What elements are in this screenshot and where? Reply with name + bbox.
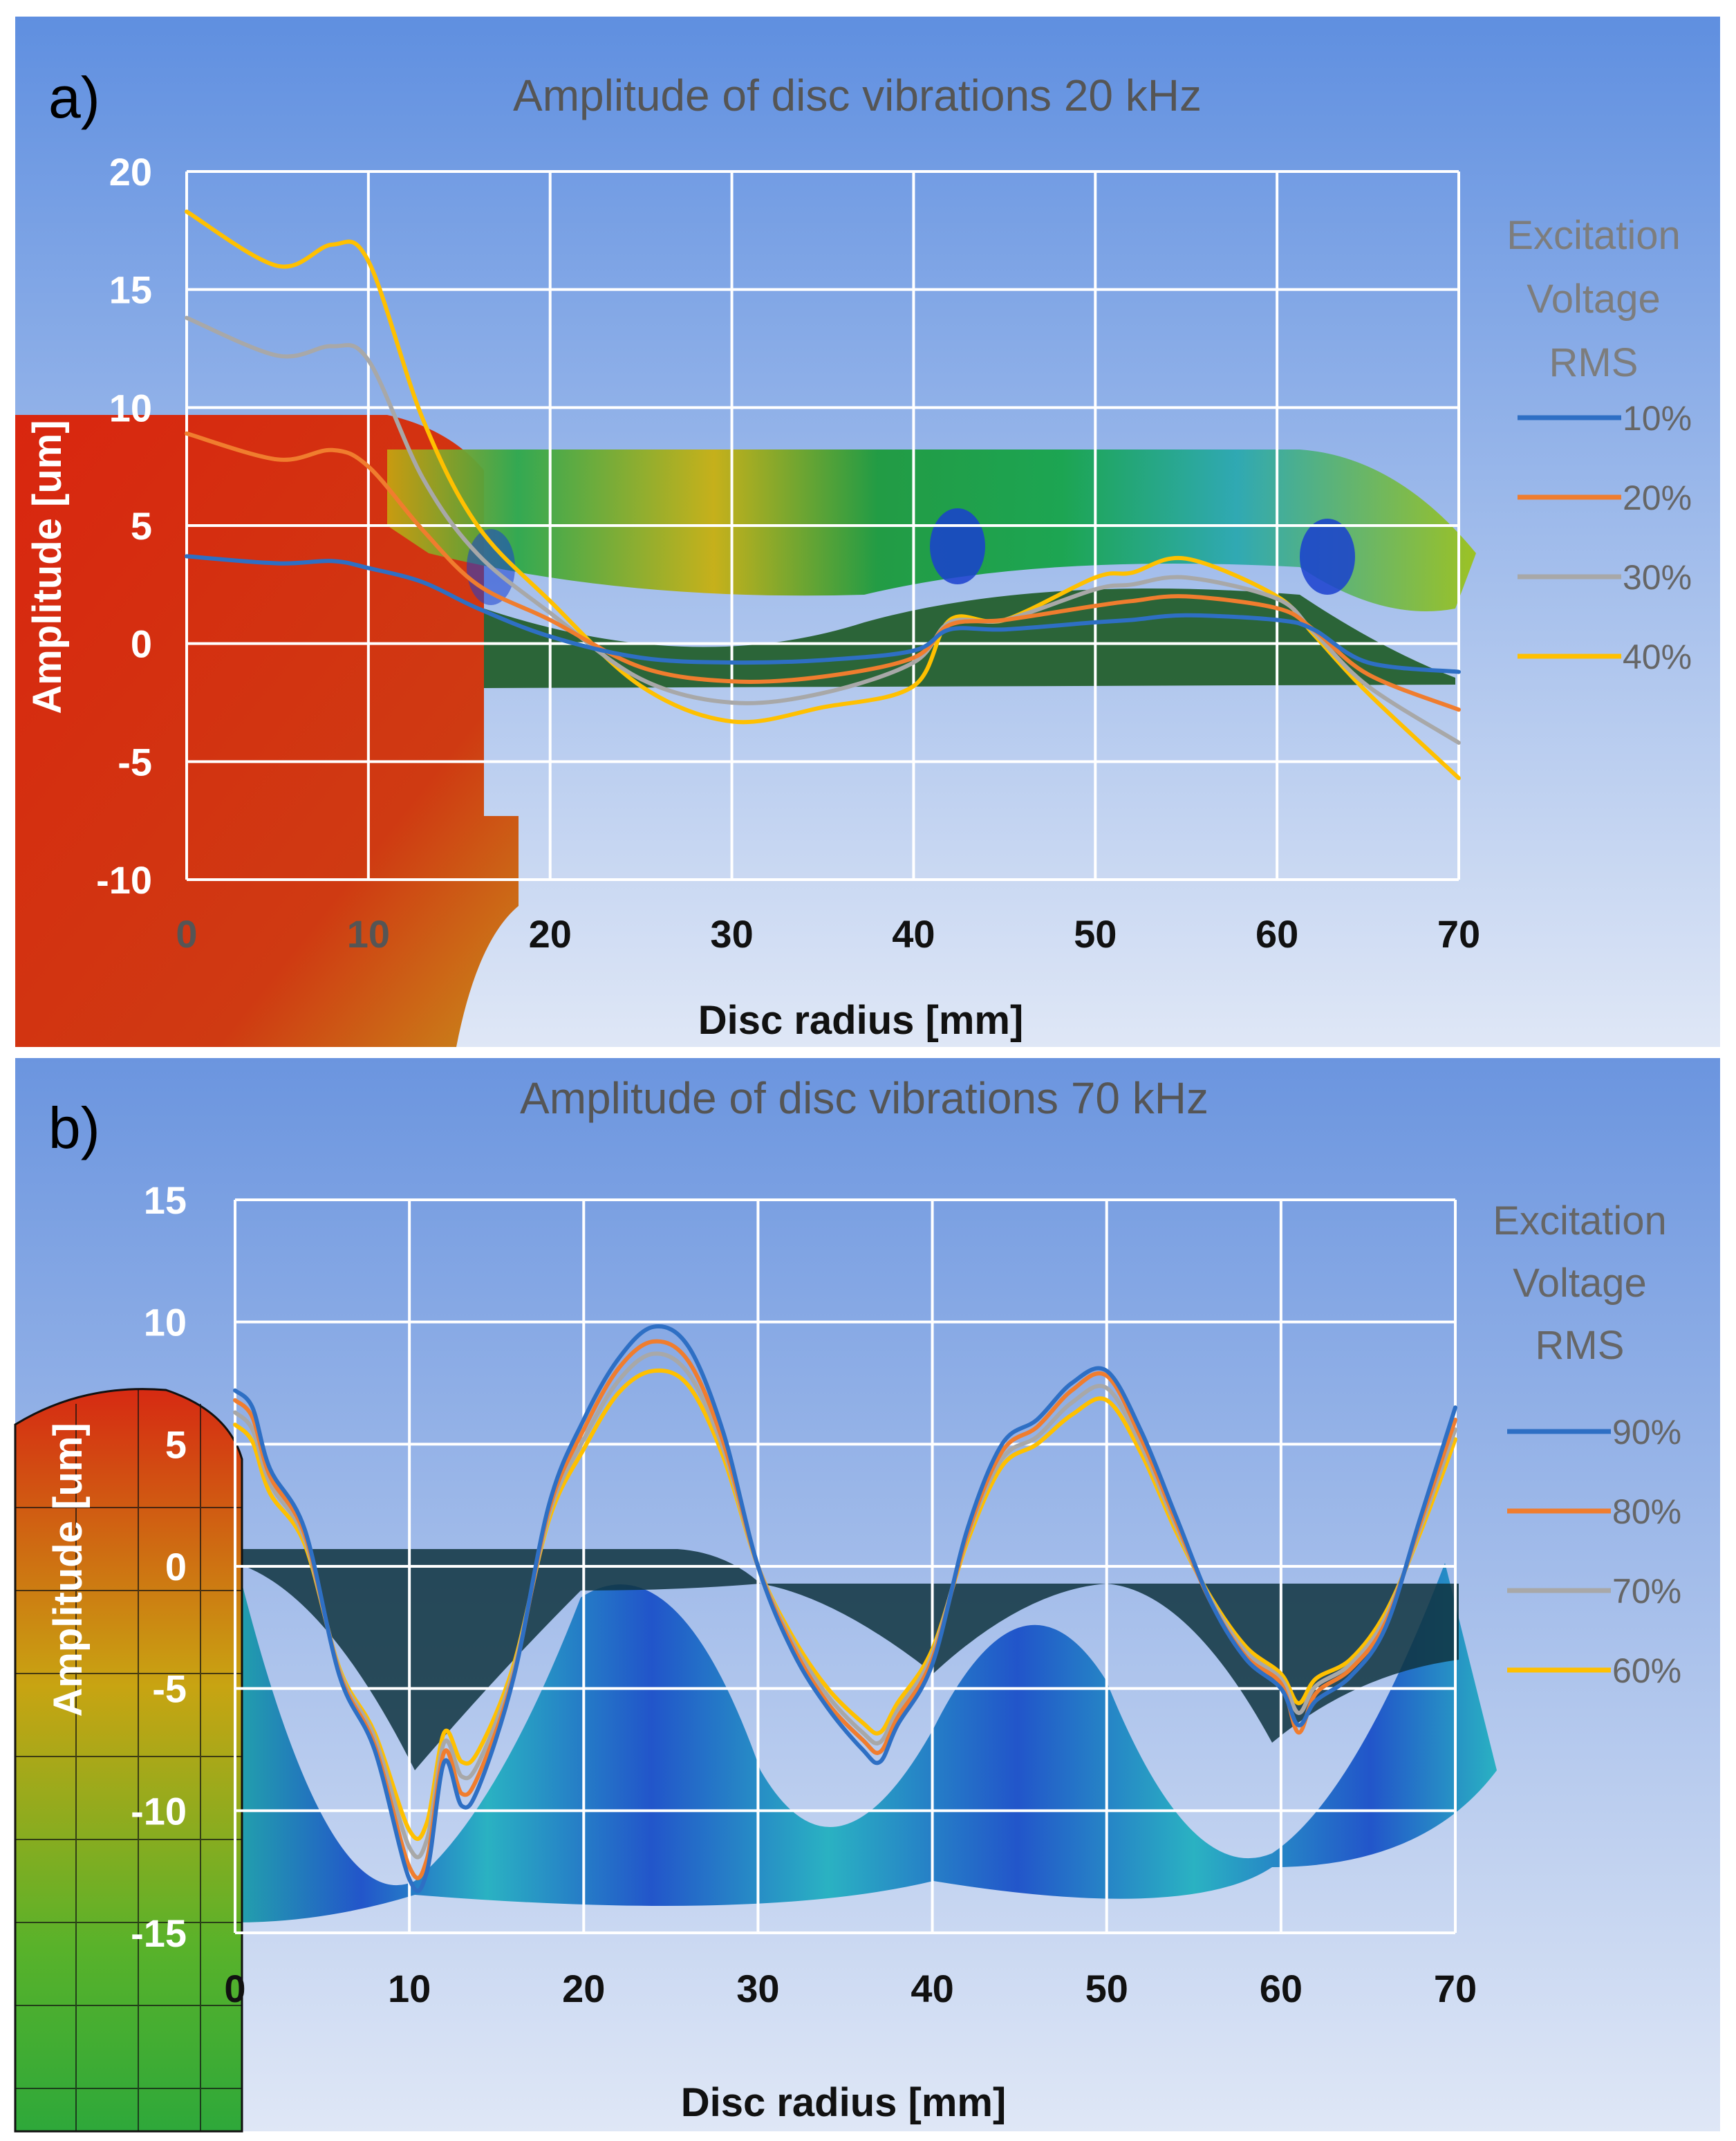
panel-b: b) Amplitude of disc vibrations 70 kHz 0…: [14, 1058, 1720, 2133]
panel-b-ylabel: Amplitude [um]: [46, 1422, 91, 1716]
panel-b-series-line-70pct: [233, 1351, 1457, 1860]
panel-b-legend-entries: 90% 80% 70% 60%: [1507, 1413, 1681, 1690]
panel-b-ytick-label-2: -5: [152, 1667, 187, 1711]
panel-a-ytick-label-3: 5: [131, 504, 152, 548]
panel-a-label: a): [48, 65, 100, 130]
panel-b-ytick-label-5: 10: [144, 1301, 187, 1344]
panel-a-xtick-label-3: 30: [710, 912, 753, 956]
panel-a-series-line-40pct: [185, 210, 1461, 781]
panel-b-legend-title-1: Excitation: [1493, 1198, 1666, 1243]
panel-a-xtick-label-6: 60: [1256, 912, 1298, 956]
panel-b-label: b): [48, 1095, 100, 1160]
panel-b-fem-wave-back: [235, 1549, 1459, 1770]
panel-a-xtick-label-1: 10: [347, 912, 390, 956]
panel-a-legend-title-1: Excitation: [1506, 213, 1680, 258]
panel-a-fem-disc-top: [387, 449, 1476, 611]
panel-b-xlabel: Disc radius [mm]: [681, 2080, 1007, 2125]
panel-a-plot: 0 10 20 30 40 50 60 70 -10 -5 0 5 10 15 20: [96, 150, 1480, 956]
panel-a-series-line-10pct: [185, 554, 1461, 674]
panel-a-series-line-30pct: [185, 315, 1461, 745]
panel-b-title: Amplitude of disc vibrations 70 kHz: [520, 1073, 1208, 1123]
panel-b-xtick-label-0: 0: [224, 1967, 245, 2010]
panel-a-legend-entries: 10% 20% 30% 40%: [1518, 399, 1692, 676]
panel-b-xtick-label-3: 30: [736, 1967, 779, 2010]
panel-a-fem-node-2: [1300, 519, 1355, 595]
panel-b-legend: Excitation Voltage RMS 90% 80% 70% 60%: [1493, 1198, 1681, 1690]
panel-b-legend-title-3: RMS: [1536, 1323, 1625, 1368]
panel-a-ytick-label-1: -5: [118, 740, 152, 784]
panel-a-xtick-label-2: 20: [529, 912, 572, 956]
panel-b-plot: 0 10 20 30 40 50 60 70 -15 -10 -5 0 5 10 15: [131, 1178, 1477, 2010]
panel-a-xtick-label-0: 0: [176, 912, 197, 956]
panel-a-xtick-label-5: 50: [1074, 912, 1117, 956]
panel-b-xtick-label-6: 60: [1260, 1967, 1303, 2010]
panel-b-xtick-label-2: 20: [562, 1967, 605, 2010]
panel-a-series-line-20pct: [185, 431, 1461, 712]
panel-b-fem-wave-top: [235, 1556, 1497, 1922]
panel-b-xtick-label-7: 70: [1434, 1967, 1477, 2010]
panel-a-legend-label-2: 30%: [1623, 558, 1692, 597]
panel-b-xtick-label-4: 40: [911, 1967, 953, 2010]
panel-b-ytick-label-0: -15: [131, 1911, 187, 1955]
panel-b-ytick-label-1: -10: [131, 1789, 187, 1833]
panel-b-legend-label-3: 60%: [1612, 1651, 1681, 1690]
panel-a: a) Amplitude of disc vibrations 20 kHz 0…: [15, 17, 1720, 1047]
panel-a-xtick-label-7: 70: [1437, 912, 1480, 956]
panel-a-xlabel: Disc radius [mm]: [698, 998, 1024, 1043]
panel-b-legend-label-2: 70%: [1612, 1572, 1681, 1611]
panel-a-legend-title-2: Voltage: [1527, 277, 1661, 322]
panel-a-title: Amplitude of disc vibrations 20 kHz: [513, 71, 1202, 120]
panel-a-legend-label-1: 20%: [1623, 479, 1692, 517]
panel-b-series-line-90pct: [233, 1324, 1457, 1893]
panel-b-xtick-label-1: 10: [388, 1967, 431, 2010]
panel-b-ytick-label-4: 5: [165, 1422, 187, 1466]
panel-b-xtick-label-5: 50: [1085, 1967, 1128, 2010]
panel-a-legend-label-3: 40%: [1623, 638, 1692, 676]
panel-a-ytick-label-6: 20: [109, 150, 152, 194]
panel-a-ytick-label-4: 10: [109, 386, 152, 429]
panel-b-series-line-60pct: [233, 1368, 1457, 1842]
panel-a-ytick-label-2: 0: [131, 622, 152, 666]
panel-a-legend-title-3: RMS: [1549, 340, 1639, 385]
panel-b-fem-mesh: [15, 1390, 242, 2131]
panel-b-legend-label-0: 90%: [1612, 1413, 1681, 1452]
panel-a-legend-label-0: 10%: [1623, 399, 1692, 438]
panel-a-ytick-label-5: 15: [109, 268, 152, 312]
panel-a-legend: Excitation Voltage RMS 10% 20% 30% 40%: [1506, 213, 1692, 676]
panel-a-fem-node-1: [930, 508, 985, 584]
panel-b-legend-title-2: Voltage: [1513, 1261, 1647, 1306]
panel-a-xtick-label-4: 40: [892, 912, 935, 956]
panel-a-ylabel: Amplitude [um]: [25, 420, 70, 714]
panel-a-ytick-label-0: -10: [96, 858, 152, 902]
panel-b-legend-label-1: 80%: [1612, 1492, 1681, 1531]
panel-b-ytick-label-3: 0: [165, 1545, 187, 1588]
panel-b-ytick-label-6: 15: [144, 1178, 187, 1222]
